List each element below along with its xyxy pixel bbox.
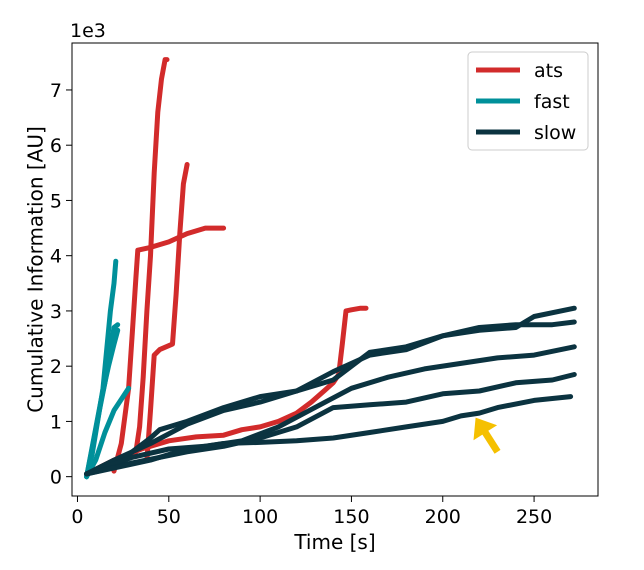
series-line-fast-6 — [84, 327, 121, 480]
y-tick-label: 2 — [50, 356, 62, 378]
legend-box — [467, 51, 589, 151]
x-tick-label: 250 — [516, 506, 552, 528]
series-line-fast-7 — [84, 385, 132, 480]
legend-label-slow: slow — [534, 122, 576, 144]
x-tick-label: 150 — [333, 506, 369, 528]
arrow-marker-0 — [473, 417, 501, 454]
legend: ats fast slow — [467, 51, 589, 151]
series-line-ats-3 — [84, 305, 369, 477]
y-tick-label: 7 — [50, 80, 62, 102]
series-line-slow-10 — [84, 344, 577, 477]
x-axis-label: Time [s] — [293, 530, 375, 554]
x-tick-label: 50 — [157, 506, 181, 528]
x-axis-ticks: 0 50 100 150 200 250 — [71, 496, 552, 528]
legend-label-ats: ats — [534, 60, 563, 82]
legend-label-fast: fast — [534, 91, 570, 113]
y-tick-label: 0 — [50, 467, 62, 489]
plot-area — [71, 42, 599, 497]
series-line-ats-1 — [111, 225, 227, 474]
series-line-ats-2 — [144, 162, 190, 463]
y-tick-label: 5 — [50, 190, 62, 212]
x-tick-label: 100 — [242, 506, 278, 528]
x-tick-label: 0 — [71, 506, 83, 528]
y-axis-multiplier: 1e3 — [70, 20, 106, 42]
series-line-ats-0 — [133, 57, 170, 455]
series-line-slow-11 — [84, 372, 577, 477]
y-tick-label: 4 — [50, 246, 62, 268]
y-tick-label: 6 — [50, 135, 62, 157]
x-tick-label: 200 — [425, 506, 461, 528]
series-lines — [84, 57, 577, 480]
y-axis-ticks: 0 1 2 3 4 5 6 7 — [50, 80, 72, 489]
annotation-arrow — [473, 417, 501, 454]
series-line-slow-12 — [84, 394, 574, 477]
y-tick-label: 1 — [50, 411, 62, 433]
y-tick-label: 3 — [50, 301, 62, 323]
y-axis-label: Cumulative Information [AU] — [24, 126, 48, 413]
series-line-slow-9 — [84, 319, 577, 477]
